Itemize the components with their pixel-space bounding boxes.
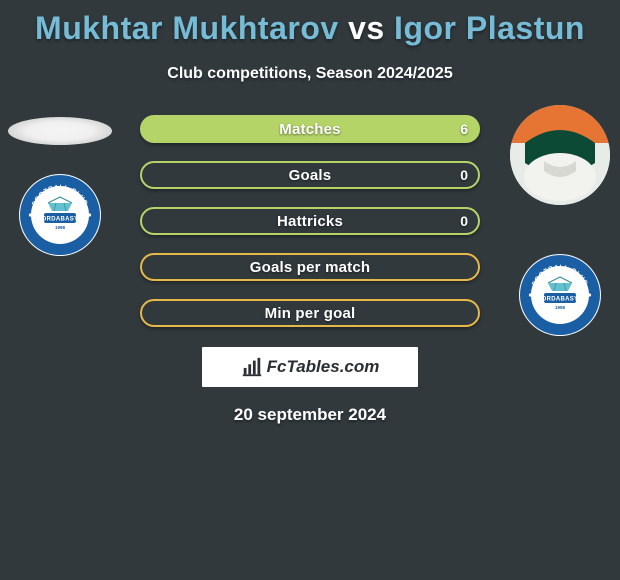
stat-label: Hattricks bbox=[277, 213, 343, 230]
stat-label: Goals bbox=[289, 167, 332, 184]
stat-row: Goals per match bbox=[140, 253, 480, 281]
stat-value-right: 0 bbox=[460, 167, 468, 183]
player1-avatar bbox=[8, 117, 112, 145]
stat-row: Min per goal bbox=[140, 299, 480, 327]
brand-text: FcTables.com bbox=[267, 357, 380, 377]
stat-row: Matches 6 bbox=[140, 115, 480, 143]
stat-label: Matches bbox=[279, 121, 340, 138]
stat-value-right: 6 bbox=[460, 121, 468, 137]
player2-name: Igor Plastun bbox=[394, 10, 585, 46]
stat-row: Hattricks 0 bbox=[140, 207, 480, 235]
player1-name: Mukhtar Mukhtarov bbox=[35, 10, 339, 46]
date-text: 20 september 2024 bbox=[0, 405, 620, 425]
stat-value-right: 0 bbox=[460, 213, 468, 229]
svg-text:1998: 1998 bbox=[555, 305, 566, 310]
comparison-title: Mukhtar Mukhtarov vs Igor Plastun bbox=[0, 0, 620, 47]
player2-avatar bbox=[510, 105, 610, 205]
content-area: FOOTBALL CLUB SHYMKENT ORDABASY 1998 FOO… bbox=[0, 111, 620, 425]
season-subtitle: Club competitions, Season 2024/2025 bbox=[0, 65, 620, 83]
club-badge-svg: FOOTBALL CLUB SHYMKENT ORDABASY 1998 bbox=[18, 173, 102, 257]
club-badge-svg: FOOTBALL CLUB SHYMKENT ORDABASY 1998 bbox=[518, 253, 602, 337]
svg-text:ORDABASY: ORDABASY bbox=[42, 217, 79, 223]
stat-label: Min per goal bbox=[265, 305, 356, 322]
player2-club-badge: FOOTBALL CLUB SHYMKENT ORDABASY 1998 bbox=[518, 253, 602, 337]
bar-chart-icon bbox=[241, 356, 263, 378]
vs-text: vs bbox=[348, 10, 385, 46]
player2-avatar-svg bbox=[510, 105, 610, 205]
player1-club-badge: FOOTBALL CLUB SHYMKENT ORDABASY 1998 bbox=[18, 173, 102, 257]
stat-label: Goals per match bbox=[250, 259, 371, 276]
svg-text:ORDABASY: ORDABASY bbox=[542, 297, 579, 303]
svg-text:1998: 1998 bbox=[55, 225, 66, 230]
stat-row: Goals 0 bbox=[140, 161, 480, 189]
stats-list: Matches 6 Goals 0 Hattricks 0 Goals per match M… bbox=[140, 111, 480, 327]
brand-box[interactable]: FcTables.com bbox=[202, 347, 418, 387]
